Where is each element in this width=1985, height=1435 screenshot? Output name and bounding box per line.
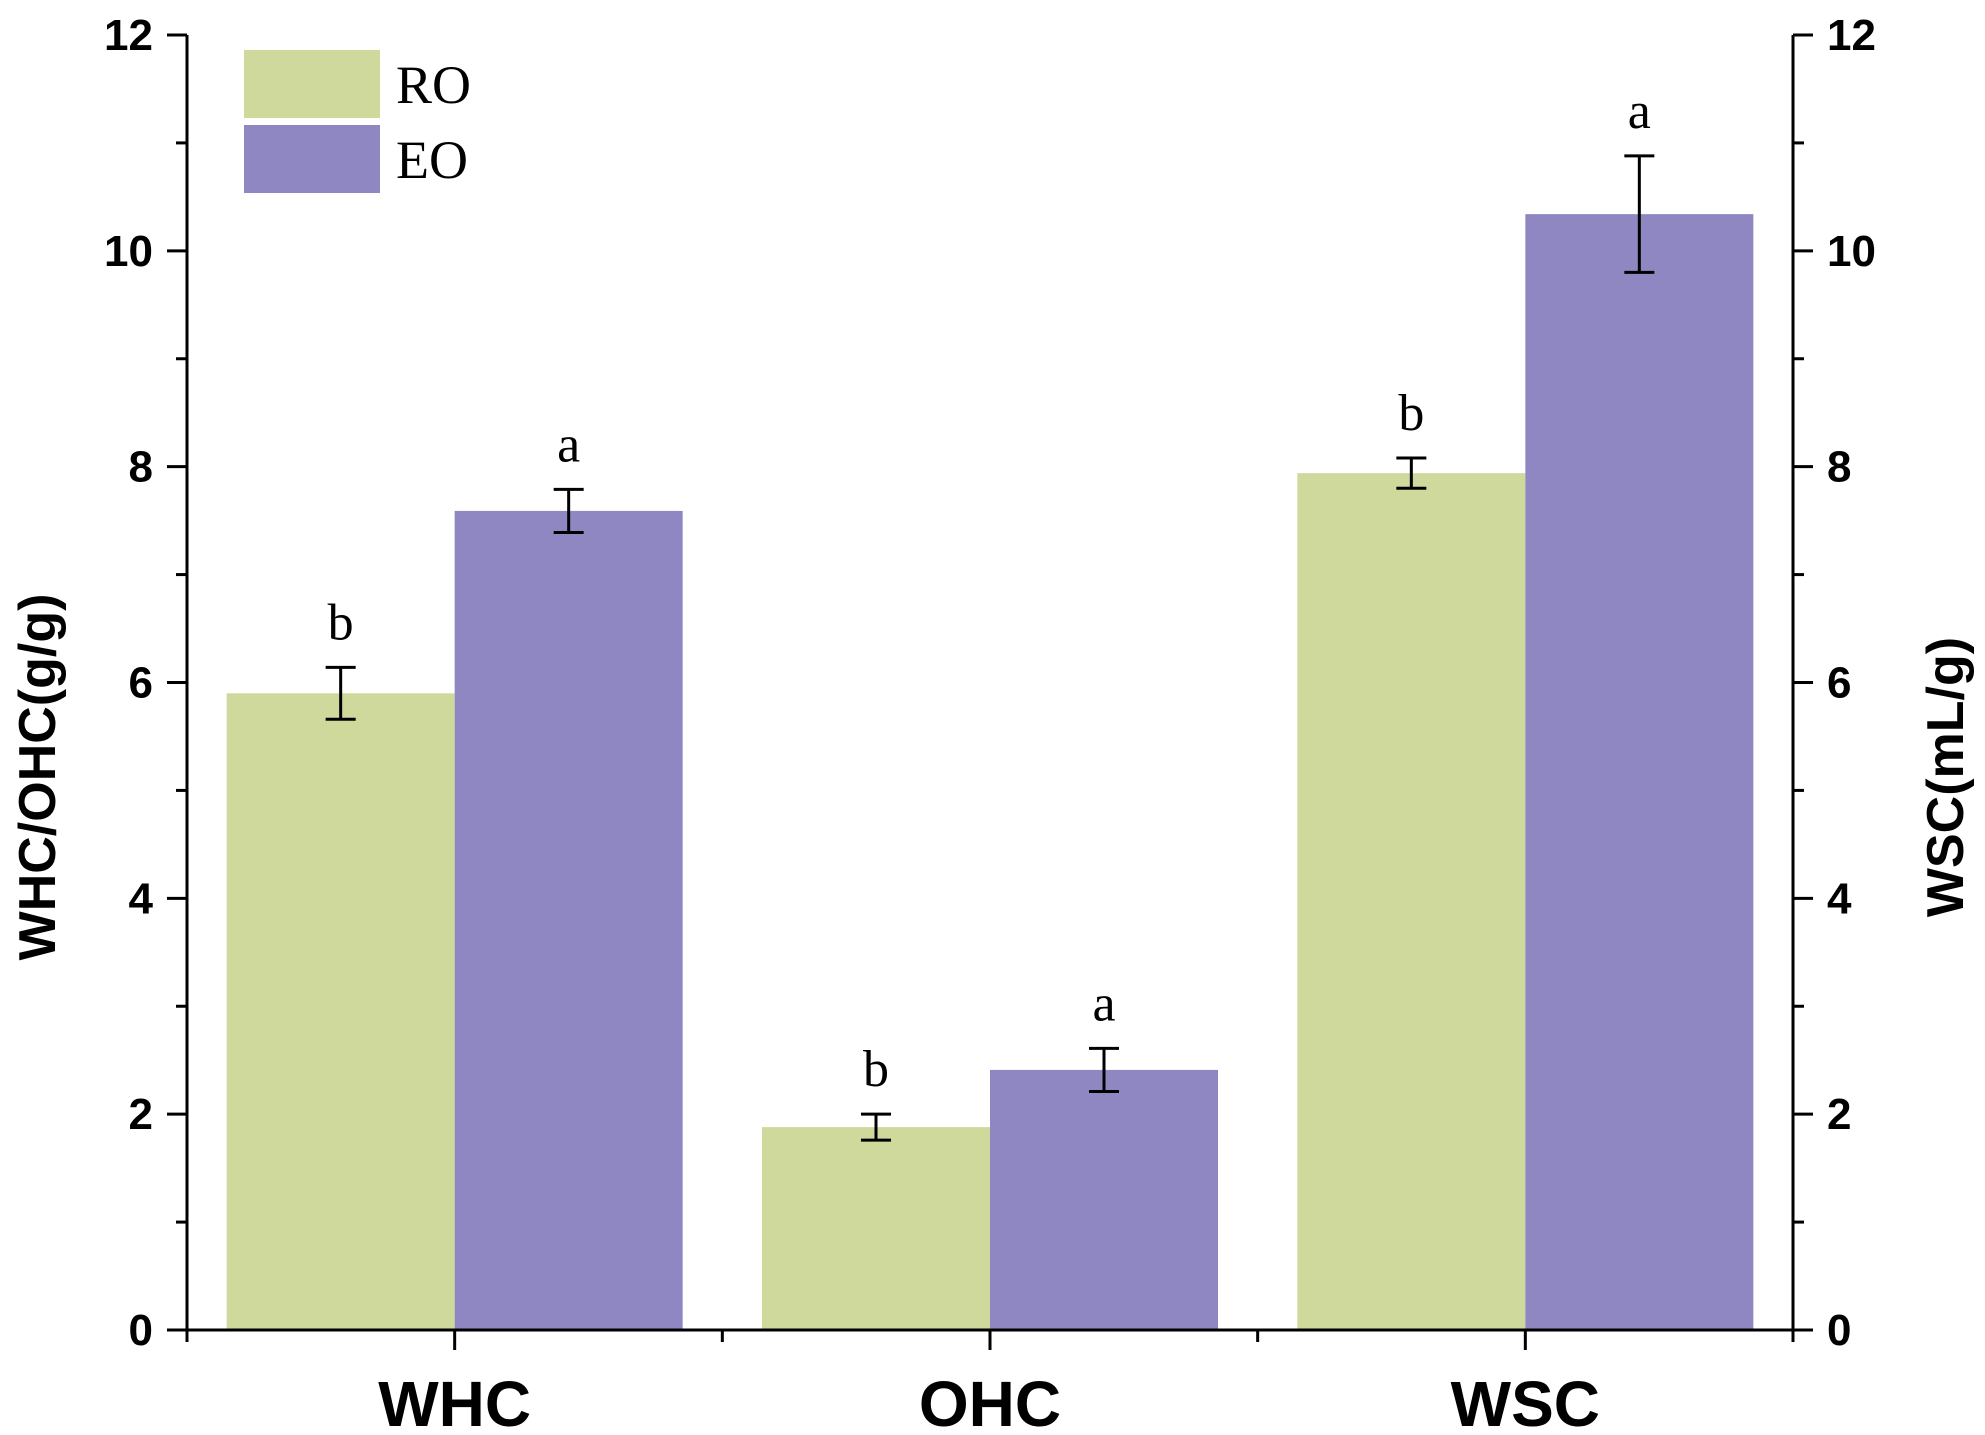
left-y-ticks: 0 2 4 6 8 10 12 bbox=[104, 11, 187, 1355]
left-y-tick-label: 10 bbox=[104, 227, 153, 276]
bar-eo-whc bbox=[454, 510, 683, 1331]
right-y-ticks: 0 2 4 6 8 10 12 bbox=[1793, 11, 1876, 1355]
bar-ro-whc bbox=[226, 693, 455, 1330]
error-bar-ro-wsc bbox=[1396, 456, 1427, 490]
significance-labels-group: b a b a b a bbox=[328, 83, 1651, 1098]
significance-label-eo-whc: a bbox=[557, 416, 580, 473]
legend: RO EO bbox=[244, 50, 471, 193]
right-y-tick-label: 0 bbox=[1827, 1306, 1851, 1355]
legend-label-ro: RO bbox=[396, 55, 471, 115]
significance-label-eo-wsc: a bbox=[1628, 83, 1651, 140]
right-y-tick-label: 10 bbox=[1827, 227, 1876, 276]
bar-eo-ohc bbox=[990, 1069, 1218, 1330]
error-bar-eo-wsc bbox=[1624, 154, 1655, 274]
right-y-axis-title: WSC(mL/g) bbox=[1917, 637, 1975, 917]
bars-group bbox=[226, 214, 1754, 1331]
x-tick-label-whc: WHC bbox=[378, 1368, 531, 1435]
left-y-axis-title: WHC/OHC(g/g) bbox=[9, 594, 67, 961]
left-y-tick-label: 2 bbox=[129, 1090, 153, 1139]
legend-swatch-ro bbox=[244, 50, 380, 118]
right-y-tick-label: 12 bbox=[1827, 11, 1876, 60]
error-bar-eo-whc bbox=[553, 487, 584, 534]
error-bars-group bbox=[325, 154, 1655, 1142]
bar-ro-wsc bbox=[1297, 473, 1526, 1330]
significance-label-ro-wsc: b bbox=[1398, 385, 1424, 442]
right-y-tick-label: 2 bbox=[1827, 1090, 1851, 1139]
left-y-tick-label: 8 bbox=[129, 443, 153, 492]
significance-label-eo-ohc: a bbox=[1092, 975, 1115, 1032]
x-tick-label-wsc: WSC bbox=[1451, 1368, 1600, 1435]
legend-label-eo: EO bbox=[396, 130, 468, 190]
right-y-tick-label: 6 bbox=[1827, 659, 1851, 708]
left-y-tick-label: 12 bbox=[104, 11, 153, 60]
right-y-tick-label: 8 bbox=[1827, 443, 1851, 492]
legend-swatch-eo bbox=[244, 125, 380, 193]
significance-label-ro-whc: b bbox=[328, 594, 354, 651]
error-bar-ro-whc bbox=[325, 665, 356, 721]
x-ticks: WHC OHC WSC bbox=[185, 1330, 1795, 1435]
left-y-tick-label: 0 bbox=[129, 1306, 153, 1355]
left-y-tick-label: 4 bbox=[129, 874, 154, 923]
x-tick-label-ohc: OHC bbox=[919, 1368, 1061, 1435]
left-y-tick-label: 6 bbox=[129, 659, 153, 708]
right-y-tick-label: 4 bbox=[1827, 874, 1852, 923]
bar-ro-ohc bbox=[762, 1127, 990, 1330]
bar-eo-wsc bbox=[1525, 214, 1754, 1331]
error-bar-eo-ohc bbox=[1089, 1046, 1119, 1094]
error-bar-ro-ohc bbox=[861, 1112, 891, 1142]
significance-label-ro-ohc: b bbox=[863, 1041, 889, 1098]
